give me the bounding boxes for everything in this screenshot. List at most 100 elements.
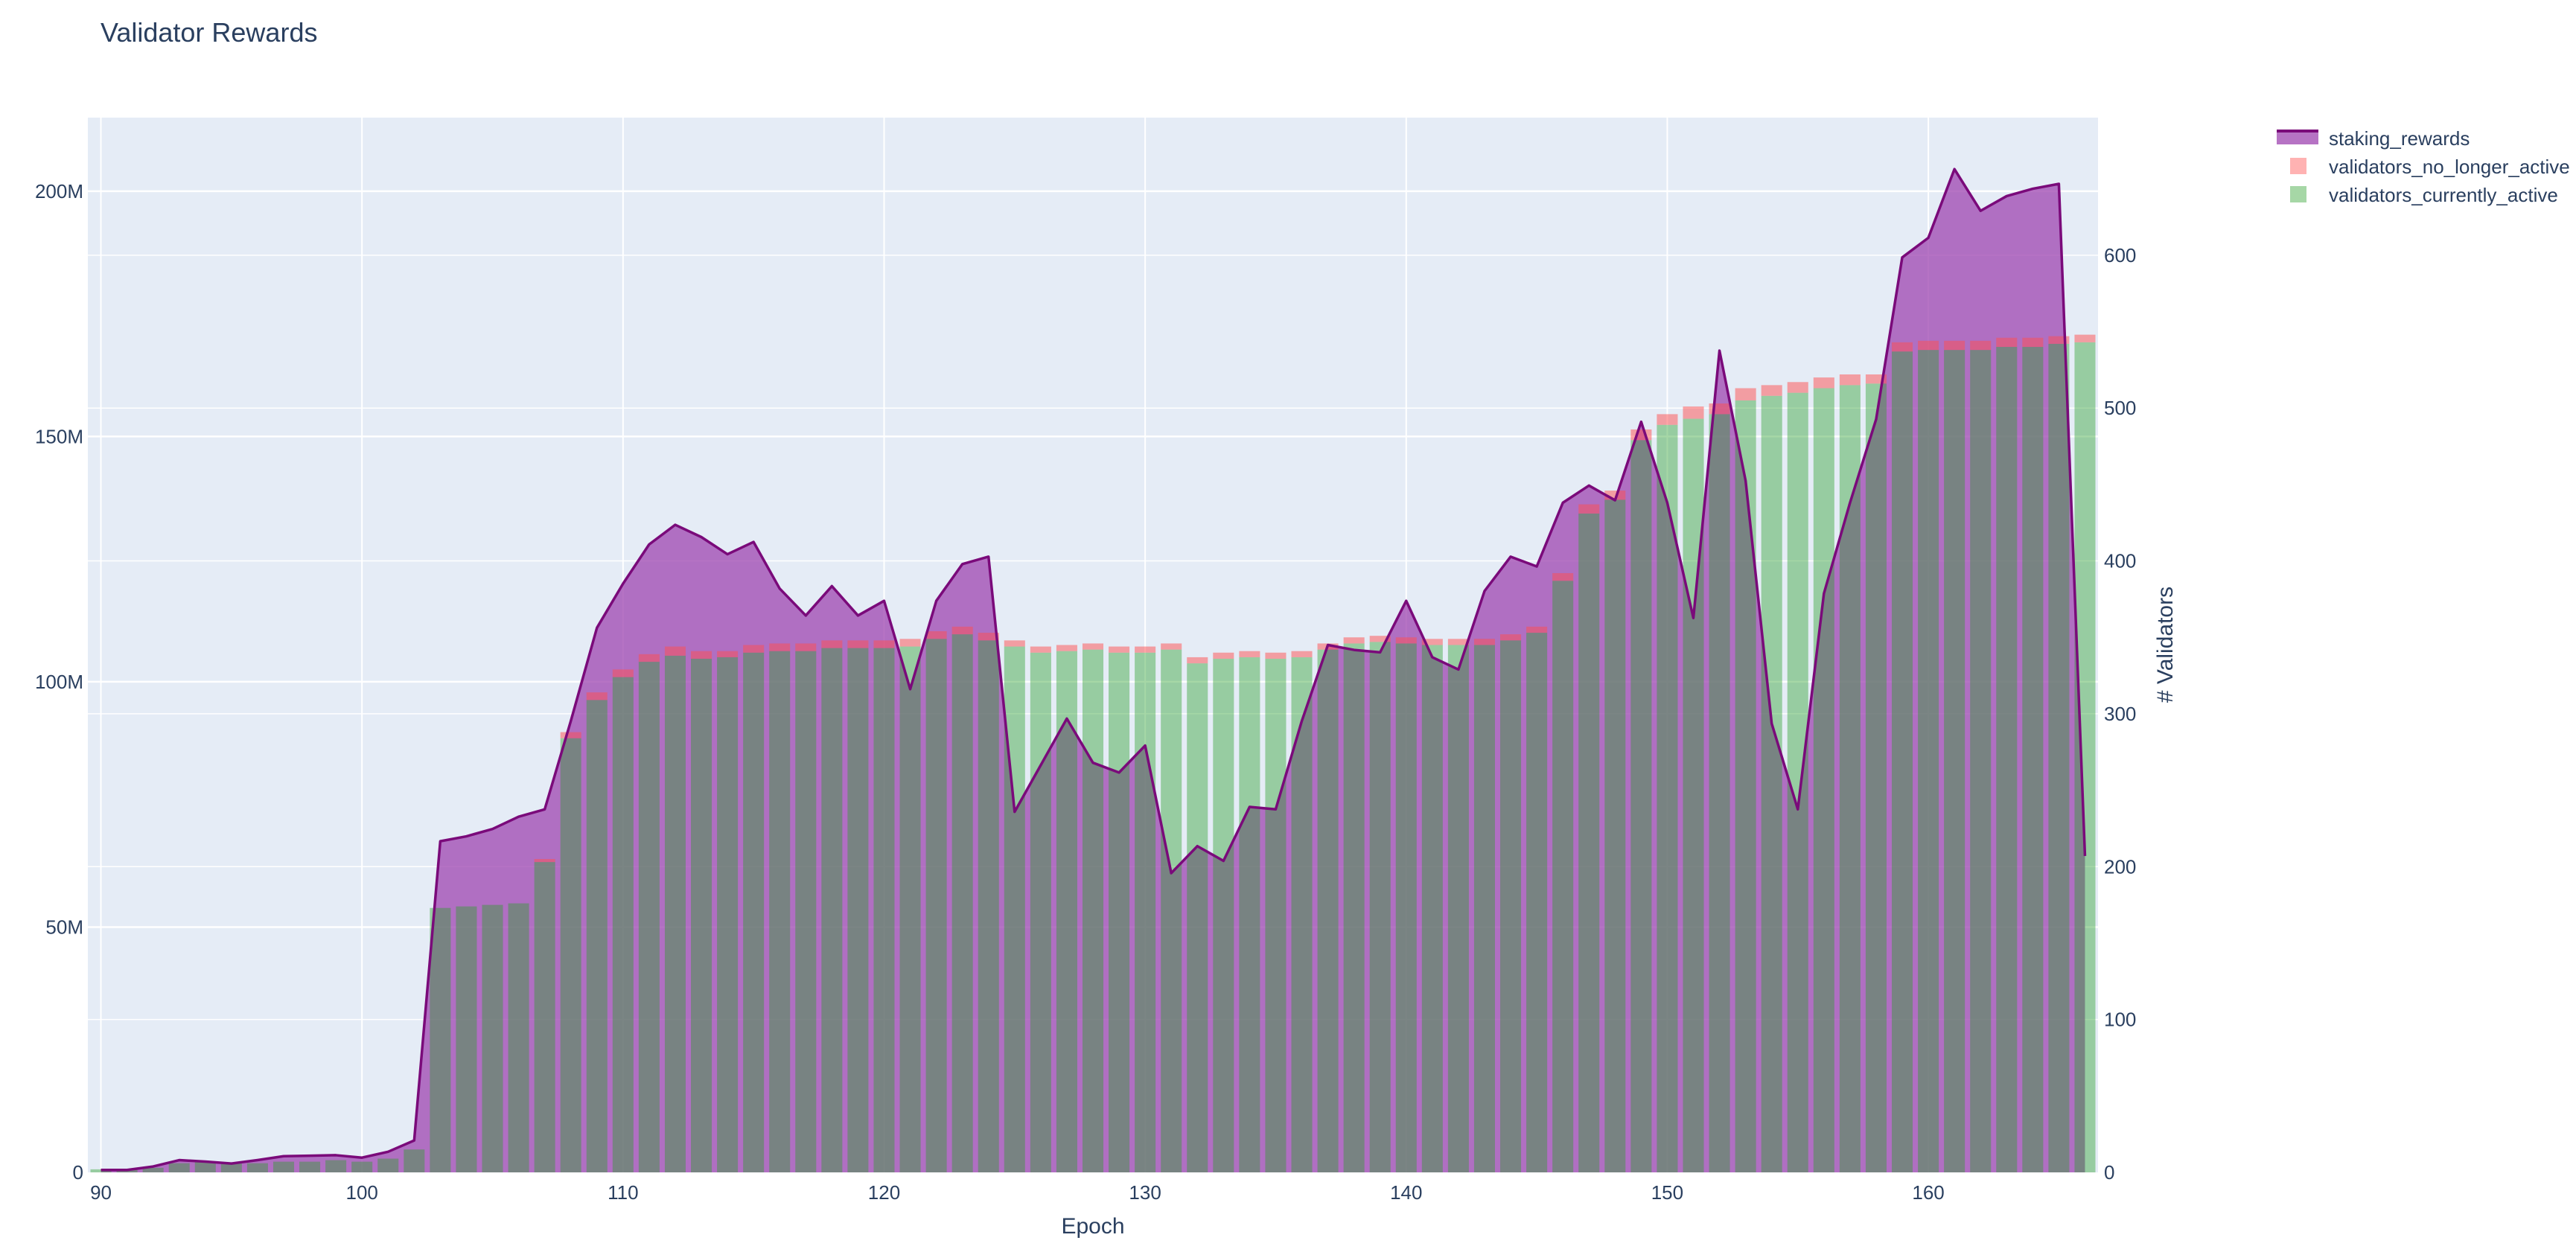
bar-validators-currently-active [456,906,477,1172]
bar-validators-currently-active [351,1161,373,1172]
bar-validators-no-longer-active [1578,504,1600,514]
bar-validators-currently-active [612,677,634,1172]
bar-validators-currently-active [1421,645,1443,1172]
bar-validators-no-longer-active [1395,637,1417,644]
y-tick-label: 0 [73,1161,83,1184]
bar-validators-currently-active [246,1163,268,1172]
bar-validators-no-longer-active [691,651,712,659]
bar-validators-currently-active [1891,351,1913,1172]
bar-validators-currently-active [1030,652,1051,1172]
bar-validators-currently-active [978,640,999,1172]
bar-validators-currently-active [638,662,660,1172]
bar-validators-no-longer-active [638,654,660,662]
bar-validators-no-longer-active [2074,334,2096,342]
legend-item-validators-no-longer-active[interactable]: validators_no_longer_active [2290,156,2570,178]
bar-validators-currently-active [1735,400,1756,1172]
staking-rewards-line-path [101,167,2087,1172]
bar-validators-currently-active [1004,646,1025,1172]
staking-rewards-area [101,169,2085,1172]
bar-validators-no-longer-active [873,640,895,648]
bar-validators-no-longer-active [1970,340,1992,351]
bar-validators-currently-active [1500,640,1522,1172]
bar-validators-currently-active [482,904,503,1172]
validators-currently-active-bars [90,342,2096,1173]
legend-item-staking-rewards[interactable]: staking_rewards [2277,127,2470,150]
bar-validators-no-longer-active [534,859,555,863]
bar-validators-no-longer-active [1109,646,1130,653]
bar-validators-no-longer-active [1213,652,1234,659]
bar-validators-no-longer-active [1343,637,1365,644]
bar-validators-no-longer-active [1657,414,1678,425]
bar-validators-no-longer-active [743,645,765,653]
legend-swatch [2290,158,2306,174]
bar-validators-currently-active [1056,651,1077,1172]
legend-label: validators_currently_active [2329,184,2558,206]
bar-validators-currently-active [1265,658,1287,1172]
legend-item-validators-currently-active[interactable]: validators_currently_active [2290,184,2558,206]
bar-validators-currently-active [717,657,739,1172]
bar-validators-no-longer-active [1265,652,1287,659]
bar-validators-currently-active [743,652,765,1172]
bar-validators-currently-active [691,658,712,1172]
x-tick-label: 150 [1651,1181,1683,1204]
bar-validators-no-longer-active [1473,639,1495,645]
bar-validators-currently-active [951,634,973,1172]
bar-validators-currently-active [1604,499,1626,1172]
x-tick-label: 120 [868,1181,900,1204]
y2-tick-label: 300 [2104,703,2136,725]
bar-validators-no-longer-active [1735,388,1756,400]
bar-validators-no-longer-active [2048,336,2070,344]
bar-validators-currently-active [404,1149,425,1172]
bar-validators-no-longer-active [1447,639,1469,645]
bar-validators-no-longer-active [899,639,921,647]
y2-tick-label: 600 [2104,244,2136,266]
legend[interactable]: staking_rewards validators_no_longer_acti… [2277,127,2570,206]
bar-validators-no-longer-active [586,692,608,700]
bar-validators-currently-active [1213,658,1234,1172]
bar-validators-currently-active [1187,663,1208,1172]
x-axis-title: Epoch [1061,1214,1124,1239]
bar-validators-currently-active [1317,649,1339,1172]
bar-validators-no-longer-active [951,626,973,635]
bar-validators-currently-active [1630,440,1652,1172]
bar-validators-no-longer-active [1996,337,2018,348]
bar-validators-no-longer-active [1761,385,1782,396]
bar-validators-no-longer-active [1239,651,1260,657]
bar-validators-currently-active [1709,414,1730,1172]
bar-validators-no-longer-active [717,651,739,657]
bar-validators-currently-active [299,1161,321,1172]
bar-validators-currently-active [1343,643,1365,1172]
x-tick-label: 90 [90,1181,112,1204]
x-tick-label: 130 [1129,1181,1161,1204]
bar-validators-currently-active [664,655,686,1172]
bar-validators-currently-active [1552,581,1574,1172]
bar-validators-currently-active [1839,385,1861,1172]
bar-validators-currently-active [377,1158,399,1172]
bar-validators-no-longer-active [1630,429,1652,441]
bar-validators-currently-active [194,1161,216,1172]
bar-validators-currently-active [1473,645,1495,1172]
x-tick-label: 100 [345,1181,377,1204]
bar-validators-no-longer-active [1944,340,1966,351]
bar-validators-currently-active [1447,645,1469,1172]
bar-validators-no-longer-active [1291,651,1313,657]
y-tick-label: 150M [35,425,83,447]
bar-validators-no-longer-active [1004,640,1025,647]
bar-validators-currently-active [2048,343,2070,1172]
bar-validators-no-longer-active [821,640,843,648]
x-tick-label: 140 [1390,1181,1422,1204]
bar-validators-currently-active [1369,642,1391,1172]
legend-swatch [2290,186,2306,202]
bar-validators-no-longer-active [769,643,791,651]
bar-validators-no-longer-active [1421,639,1443,645]
bar-validators-no-longer-active [1526,626,1548,633]
bar-validators-currently-active [795,651,817,1172]
bar-validators-no-longer-active [1135,646,1156,653]
y2-tick-label: 100 [2104,1009,2136,1031]
bar-validators-no-longer-active [847,640,869,648]
bar-validators-no-longer-active [795,643,817,651]
bar-validators-currently-active [1918,350,1939,1172]
bar-validators-currently-active [508,903,529,1172]
bar-validators-no-longer-active [1891,342,1913,352]
